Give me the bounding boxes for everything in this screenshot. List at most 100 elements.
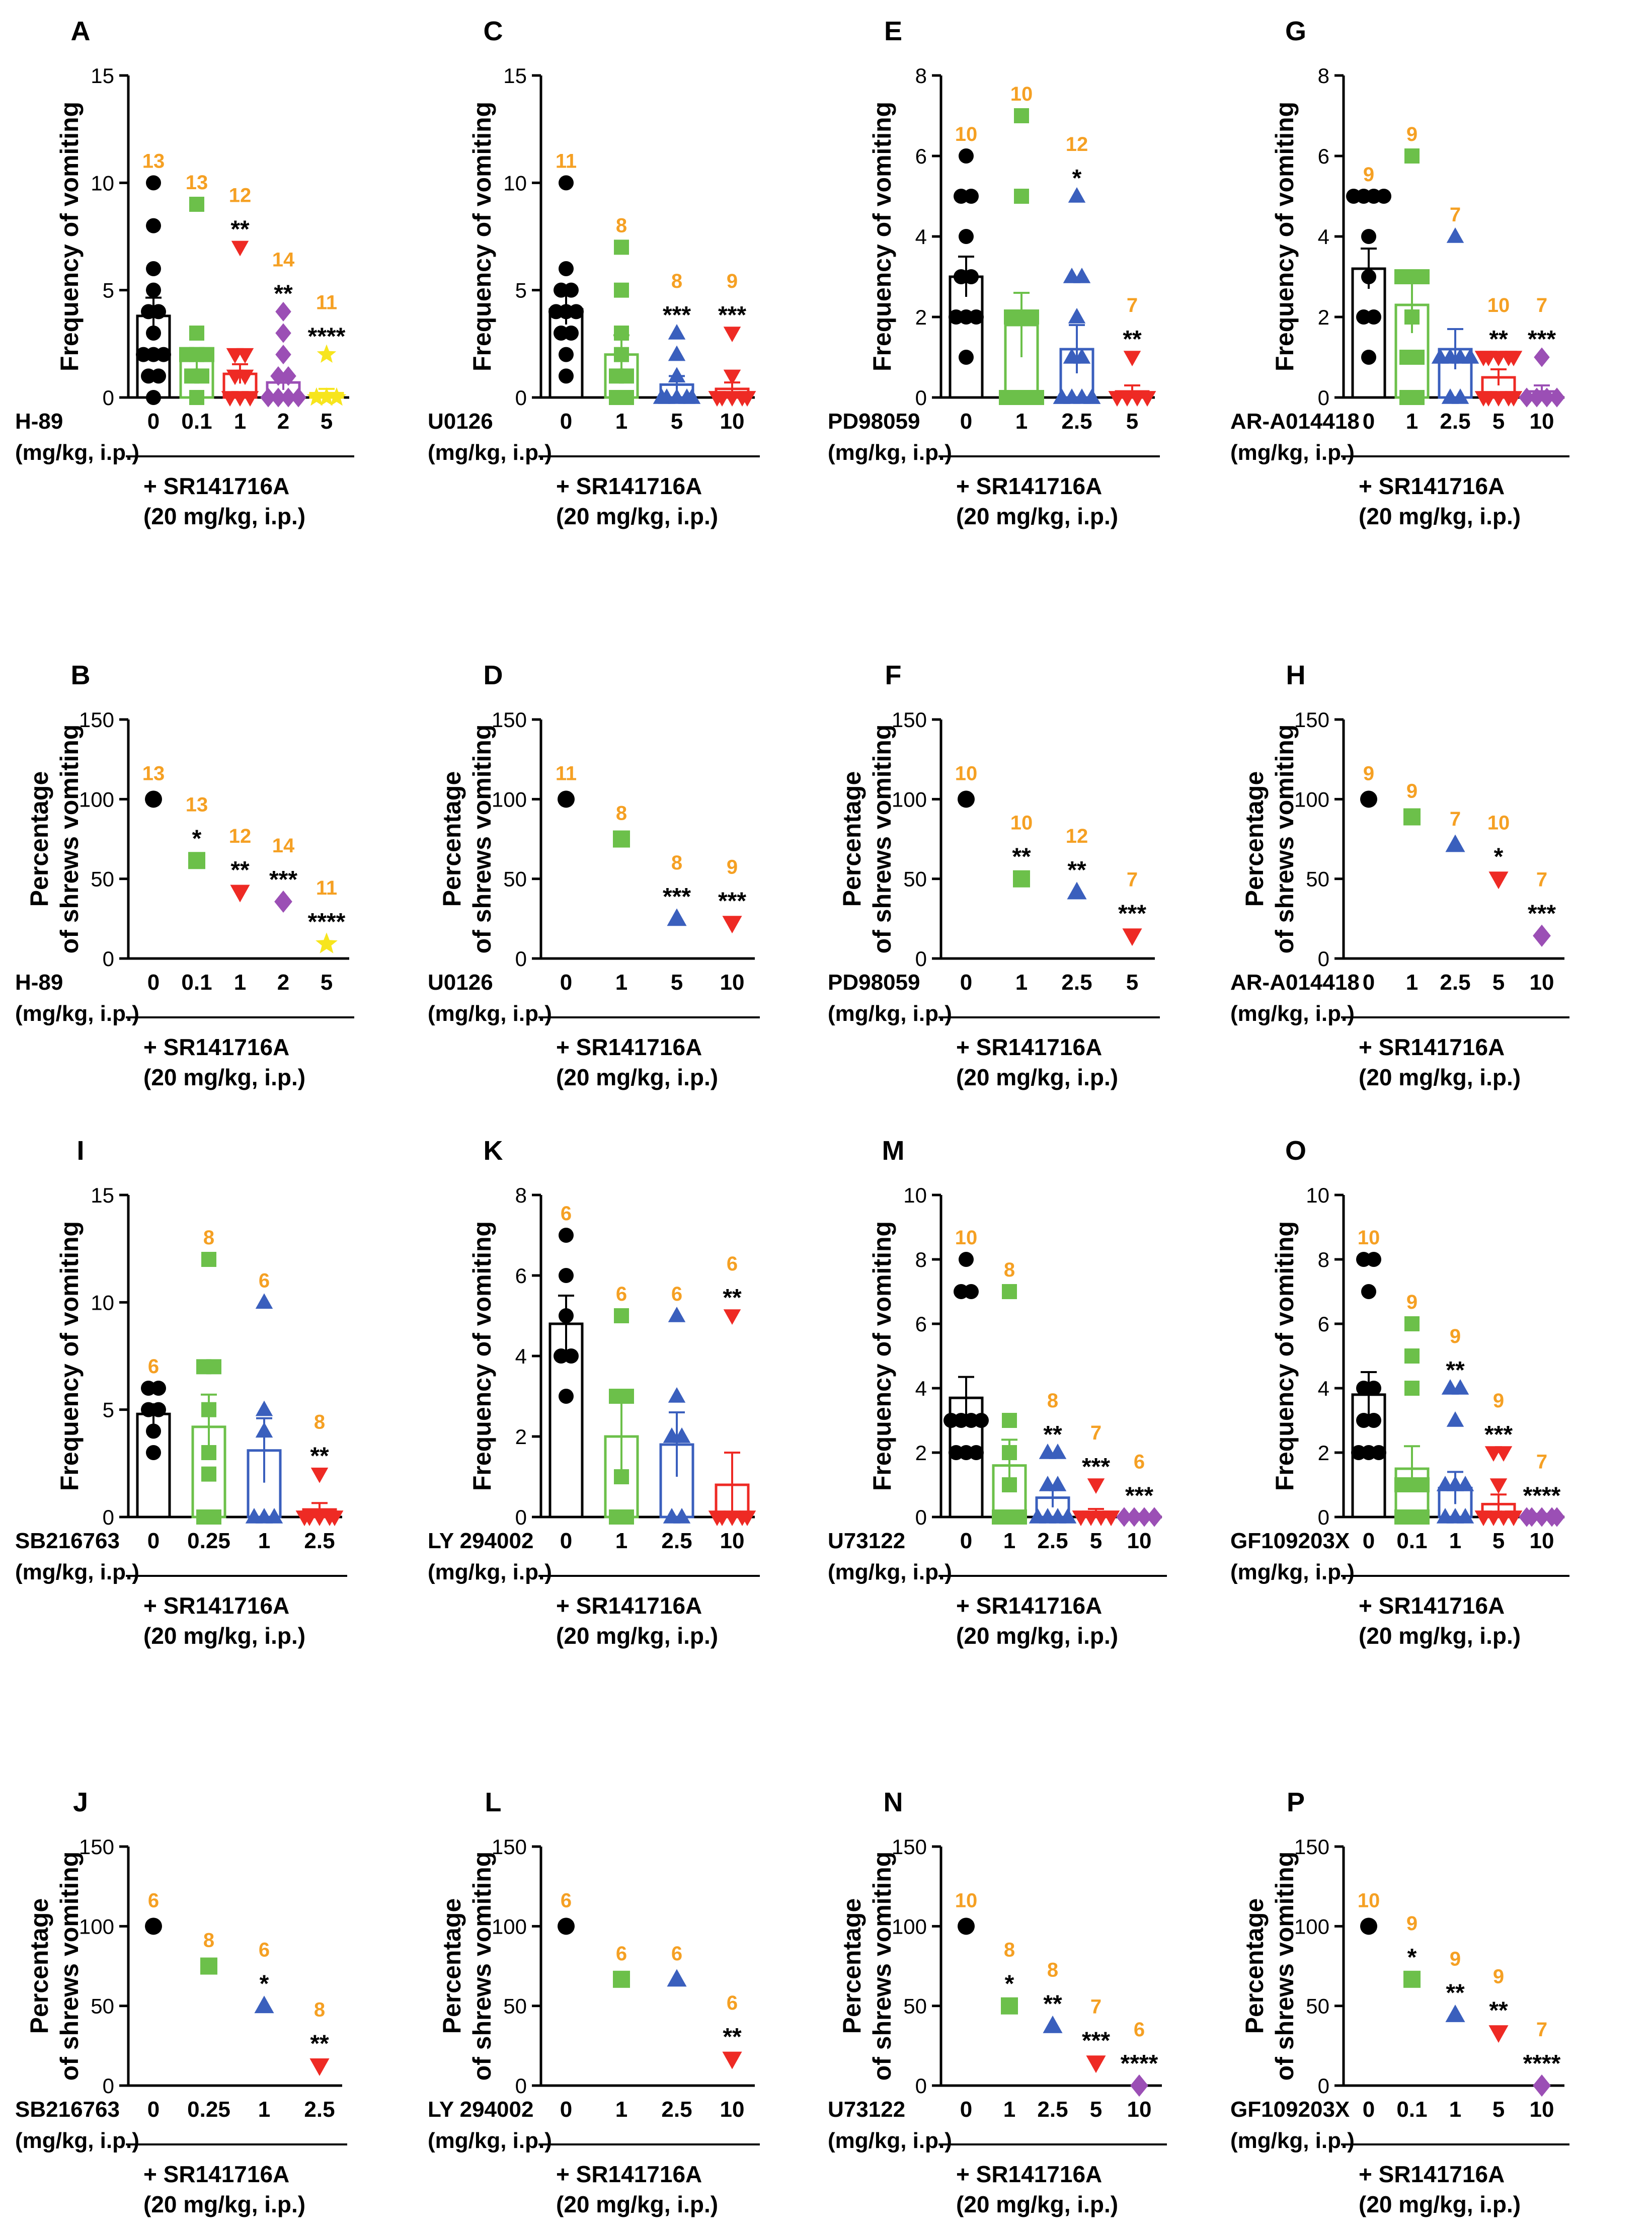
x-tick-label: 1 xyxy=(1015,409,1028,434)
n-label: 13 xyxy=(186,172,208,194)
data-point xyxy=(290,387,306,408)
y-axis-label: Frequency of vomiting xyxy=(55,1221,84,1491)
n-label: 7 xyxy=(1450,808,1461,830)
cotreatment-dose-label: (20 mg/kg, i.p.) xyxy=(556,1064,718,1090)
significance-label: ** xyxy=(723,2024,742,2050)
drug-label: LY 294002 xyxy=(428,1529,533,1553)
drug-label: H-89 xyxy=(15,409,63,434)
cotreatment-label: + SR141716A xyxy=(956,2161,1102,2187)
n-label: 13 xyxy=(142,762,165,784)
x-tick-label: 0 xyxy=(560,1529,572,1553)
significance-label: *** xyxy=(269,866,297,893)
cotreatment-dose-label: (20 mg/kg, i.p.) xyxy=(556,2191,718,2217)
panel-letter: F xyxy=(885,660,902,690)
y-tick-label: 0 xyxy=(515,386,527,410)
n-label: 8 xyxy=(203,1227,214,1249)
n-label: 9 xyxy=(1406,123,1418,145)
x-tick-label: 0 xyxy=(560,409,572,434)
cotreatment-label: + SR141716A xyxy=(1359,473,1505,499)
cotreatment-dose-label: (20 mg/kg, i.p.) xyxy=(143,2191,305,2217)
data-point xyxy=(738,391,756,407)
data-point xyxy=(723,1309,741,1325)
n-label: 8 xyxy=(1047,1390,1058,1412)
data-point xyxy=(327,387,347,406)
significance-label: *** xyxy=(1528,326,1556,353)
y-tick-label: 50 xyxy=(1306,867,1329,891)
data-point xyxy=(1001,1997,1018,2015)
data-point xyxy=(1456,1508,1474,1524)
n-label: 10 xyxy=(1010,812,1033,834)
n-label: 11 xyxy=(316,292,337,314)
n-label: 8 xyxy=(1047,1959,1058,1981)
n-label: 9 xyxy=(727,270,738,292)
n-label: 12 xyxy=(1066,133,1088,155)
data-point xyxy=(189,326,204,341)
data-point xyxy=(1445,2005,1465,2022)
data-point xyxy=(1414,1477,1430,1492)
data-point xyxy=(1451,1379,1469,1395)
data-point xyxy=(146,175,161,191)
data-point xyxy=(1361,350,1376,365)
x-tick-label: 5 xyxy=(1090,1529,1102,1553)
data-point xyxy=(683,388,701,404)
data-point xyxy=(206,1509,221,1525)
data-point xyxy=(959,1252,974,1267)
x-tick-label: 2 xyxy=(277,970,289,995)
data-point xyxy=(1403,808,1421,826)
data-point xyxy=(1068,187,1086,203)
y-tick-label: 100 xyxy=(492,787,527,811)
y-axis-label: of shrews vomiting xyxy=(55,725,84,954)
significance-label: * xyxy=(1407,1944,1417,1971)
x-tick-label: 10 xyxy=(720,2097,745,2122)
data-point xyxy=(1059,1508,1077,1524)
significance-label: *** xyxy=(663,884,691,910)
x-tick-label: 5 xyxy=(1126,970,1138,995)
x-tick-label: 0 xyxy=(560,970,572,995)
y-tick-label: 0 xyxy=(103,1505,114,1529)
data-point xyxy=(559,1389,574,1404)
cotreatment-label: + SR141716A xyxy=(556,1592,702,1619)
x-tick-label: 10 xyxy=(1530,409,1554,434)
cotreatment-dose-label: (20 mg/kg, i.p.) xyxy=(956,1623,1118,1649)
x-tick-label: 10 xyxy=(720,1529,745,1553)
y-tick-label: 4 xyxy=(915,1377,927,1400)
significance-label: ** xyxy=(230,857,250,884)
cotreatment-label: + SR141716A xyxy=(956,1034,1102,1060)
data-point xyxy=(1446,1411,1464,1427)
significance-label: ** xyxy=(1012,844,1031,870)
y-tick-label: 5 xyxy=(515,279,527,302)
n-label: 6 xyxy=(148,1355,159,1378)
data-point xyxy=(559,1228,574,1243)
y-tick-label: 100 xyxy=(79,1914,114,1938)
y-axis-label: of shrews vomiting xyxy=(1271,725,1299,954)
y-tick-label: 0 xyxy=(1318,947,1329,971)
dose-unit-label: (mg/kg, i.p.) xyxy=(828,1001,952,1026)
data-point xyxy=(1068,308,1086,324)
data-point xyxy=(280,366,296,386)
y-axis-label: Percentage xyxy=(838,1898,866,2034)
significance-label: ** xyxy=(1067,857,1086,884)
y-axis-label: Percentage xyxy=(25,1898,53,2034)
data-point xyxy=(959,148,974,164)
dose-unit-label: (mg/kg, i.p.) xyxy=(1230,1560,1355,1584)
data-point xyxy=(958,1918,975,1935)
data-point xyxy=(1002,1477,1017,1492)
data-point xyxy=(1505,1510,1523,1526)
y-tick-label: 6 xyxy=(515,1264,527,1288)
y-tick-label: 100 xyxy=(79,787,114,811)
n-label: 10 xyxy=(955,762,978,784)
y-tick-label: 15 xyxy=(91,1183,114,1207)
data-point xyxy=(1533,924,1551,947)
y-axis-label: Percentage xyxy=(1240,1898,1269,2034)
data-point xyxy=(1524,1507,1540,1527)
y-axis-label: Percentage xyxy=(838,771,866,907)
x-tick-label: 5 xyxy=(321,409,333,434)
y-axis-label: Frequency of vomiting xyxy=(1271,102,1299,371)
significance-label: *** xyxy=(718,302,746,329)
data-point xyxy=(316,932,338,953)
x-tick-label: 5 xyxy=(1492,409,1505,434)
panel-letter: A xyxy=(71,16,91,46)
